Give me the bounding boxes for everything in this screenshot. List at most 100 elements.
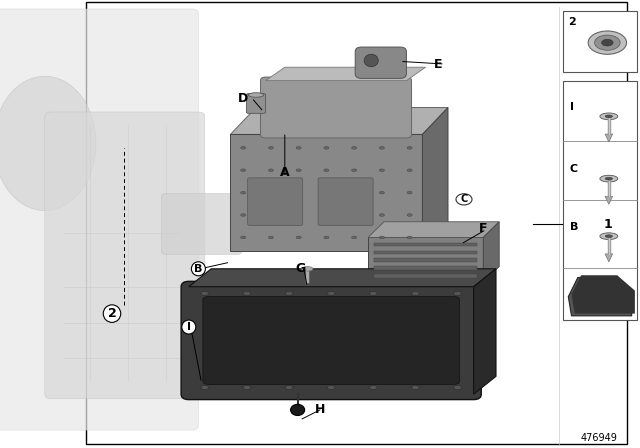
Ellipse shape [454,292,461,296]
Ellipse shape [602,39,613,46]
Text: C: C [460,194,468,204]
Text: I: I [570,102,573,112]
Ellipse shape [605,115,612,118]
Ellipse shape [324,236,329,239]
Ellipse shape [600,113,618,120]
Polygon shape [605,196,612,204]
Text: D: D [238,92,248,105]
Ellipse shape [324,214,329,216]
Ellipse shape [328,385,335,389]
Ellipse shape [412,385,419,389]
Ellipse shape [301,267,313,271]
FancyBboxPatch shape [260,77,412,138]
FancyBboxPatch shape [203,297,460,384]
Text: 1: 1 [604,217,612,231]
Bar [374,258,477,262]
FancyBboxPatch shape [161,194,242,254]
Text: B: B [570,222,578,232]
Bar [374,274,477,278]
Ellipse shape [595,35,620,50]
Ellipse shape [201,292,209,296]
Ellipse shape [268,169,273,172]
Ellipse shape [243,292,251,296]
Ellipse shape [456,194,472,205]
Ellipse shape [380,191,385,194]
Polygon shape [483,222,499,282]
Bar [563,11,637,72]
Ellipse shape [412,292,419,296]
Ellipse shape [407,236,412,239]
Ellipse shape [241,146,246,149]
Ellipse shape [241,236,246,239]
Ellipse shape [296,236,301,239]
Ellipse shape [241,191,246,194]
Ellipse shape [241,169,246,172]
Ellipse shape [296,146,301,149]
Ellipse shape [380,169,385,172]
Ellipse shape [600,233,618,240]
Ellipse shape [248,93,264,97]
Ellipse shape [328,292,335,296]
Polygon shape [572,275,635,314]
Ellipse shape [600,175,618,182]
Text: E: E [434,58,443,72]
FancyBboxPatch shape [355,47,406,78]
Text: H: H [315,403,325,417]
Text: 476949: 476949 [581,433,618,443]
Ellipse shape [268,191,273,194]
FancyBboxPatch shape [45,112,205,399]
Ellipse shape [296,169,301,172]
Ellipse shape [285,292,293,296]
Ellipse shape [351,169,356,172]
Bar [230,134,422,251]
Text: B: B [194,264,203,274]
Ellipse shape [380,214,385,216]
Ellipse shape [351,214,356,216]
Ellipse shape [296,191,301,194]
Ellipse shape [268,236,273,239]
Ellipse shape [605,177,612,180]
Ellipse shape [243,385,251,389]
Polygon shape [474,269,496,394]
FancyBboxPatch shape [0,9,198,430]
Polygon shape [368,222,499,237]
Ellipse shape [369,385,377,389]
Ellipse shape [201,385,209,389]
Ellipse shape [407,191,412,194]
Ellipse shape [454,385,461,389]
Text: F: F [479,222,488,235]
Ellipse shape [324,191,329,194]
Ellipse shape [0,76,96,211]
Text: C: C [570,164,578,174]
Ellipse shape [324,146,329,149]
Bar [368,237,483,282]
Polygon shape [266,67,426,81]
Ellipse shape [369,292,377,296]
Bar [374,266,477,270]
Ellipse shape [351,146,356,149]
Ellipse shape [364,54,378,67]
Ellipse shape [407,146,412,149]
FancyBboxPatch shape [246,94,266,113]
Ellipse shape [241,214,246,216]
Text: G: G [296,262,306,276]
Bar [374,251,477,254]
Ellipse shape [407,169,412,172]
Ellipse shape [324,169,329,172]
Ellipse shape [351,236,356,239]
Bar [374,243,477,246]
FancyBboxPatch shape [248,178,303,225]
Ellipse shape [380,236,385,239]
Ellipse shape [296,214,301,216]
Ellipse shape [268,214,273,216]
Ellipse shape [605,235,612,237]
Ellipse shape [351,191,356,194]
FancyBboxPatch shape [181,281,481,400]
Text: A: A [280,166,290,179]
Ellipse shape [291,404,305,416]
Polygon shape [568,277,632,316]
Ellipse shape [268,146,273,149]
Ellipse shape [285,385,293,389]
Polygon shape [605,254,612,262]
Bar [86,2,627,444]
